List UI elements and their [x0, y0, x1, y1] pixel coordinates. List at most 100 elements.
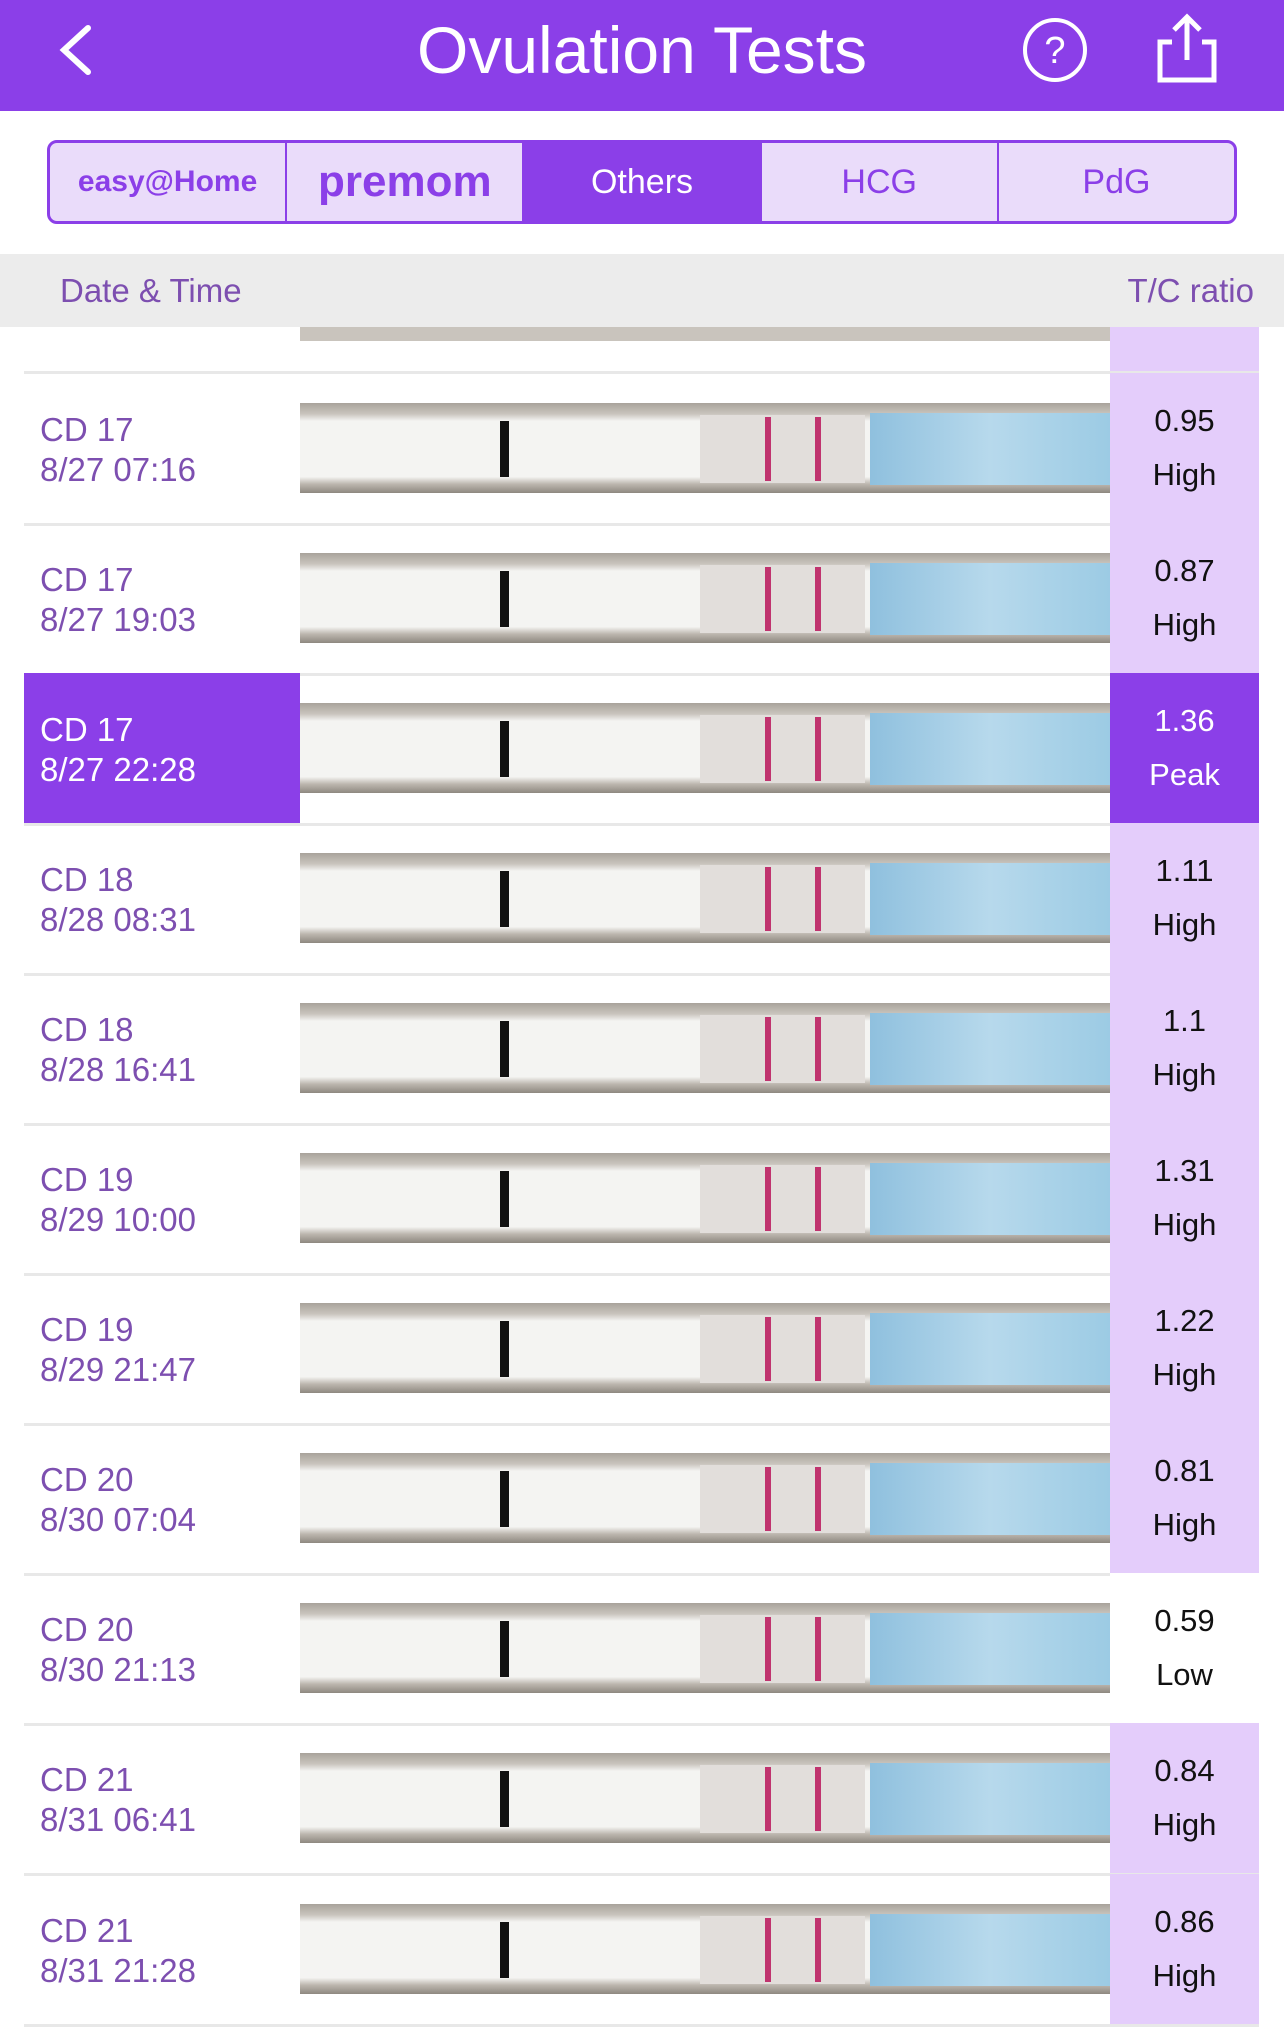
strip-mark	[500, 571, 509, 628]
tab[interactable]: PdG	[1082, 162, 1151, 201]
title: Ovulation Tests	[416, 13, 867, 87]
strip-mark	[500, 1921, 509, 1978]
strip-mark	[500, 1171, 509, 1228]
control-line	[765, 717, 771, 782]
test-strip	[300, 703, 1110, 794]
ratio-value: 0.81	[1154, 1453, 1215, 1489]
strip-mark	[500, 871, 509, 928]
cycle-day: CD 18	[40, 861, 134, 899]
strip-wrap	[870, 1763, 1110, 1836]
test-row[interactable]: CD 21 8/31 06:41 0.84 High	[0, 1723, 1284, 1877]
ratio-value: 0.86	[1154, 1903, 1215, 1939]
cycle-day: CD 19	[40, 1161, 134, 1199]
date-time: 8/31 06:41	[40, 1801, 196, 1839]
test-strip	[300, 1453, 1110, 1544]
test-line	[815, 1767, 821, 1832]
control-line	[765, 1167, 771, 1232]
ratio-cell: 0.59 Low	[1110, 1573, 1259, 1724]
ratio-value: 1.1	[1162, 1003, 1207, 1039]
divider	[24, 1723, 1259, 1727]
divider	[24, 1573, 1259, 1577]
strip-window	[700, 715, 865, 784]
strip-window	[700, 415, 865, 483]
strip-mark	[500, 1021, 509, 1078]
strip-window	[700, 1465, 865, 1534]
cycle-day: CD 20	[40, 1611, 134, 1649]
strip-wrap	[870, 1163, 1110, 1236]
date-time: 8/29 10:00	[40, 1201, 196, 1239]
strip-wrap	[870, 1463, 1110, 1536]
test-row[interactable]: CD 18 8/28 16:41 1.1 High	[0, 973, 1284, 1127]
test-row[interactable]: CD 17 8/27 07:16 0.95 High	[0, 373, 1284, 526]
test-line	[815, 1317, 821, 1382]
strip-mark	[500, 1771, 509, 1828]
ratio-level: High	[1152, 607, 1217, 643]
selected-bg	[24, 673, 300, 824]
test-row[interactable]: CD 19 8/29 10:00 1.31 High	[0, 1123, 1284, 1277]
cycle-day: CD 18	[40, 1011, 134, 1049]
ratio-level: Low	[1156, 1657, 1213, 1693]
test-row[interactable]: CD 20 8/30 21:13 0.59 Low	[0, 1573, 1284, 1727]
date-header: Date & Time	[60, 272, 242, 309]
divider	[24, 1123, 1259, 1127]
cycle-day: CD 17	[40, 561, 134, 599]
test-line	[815, 567, 821, 632]
test-line	[815, 1467, 821, 1532]
cycle-day: CD 17	[40, 711, 134, 749]
help-button[interactable]: ?	[1020, 15, 1090, 85]
divider	[24, 823, 1259, 827]
tab-bar: easy@Home premom Others HCG PdG	[47, 140, 1237, 224]
ratio-level: High	[1152, 1357, 1217, 1393]
share-button[interactable]	[1150, 12, 1225, 87]
date-time: 8/30 07:04	[40, 1501, 196, 1539]
tab[interactable]: Others	[524, 143, 762, 221]
test-line	[815, 867, 821, 932]
ratio-level: High	[1152, 1207, 1217, 1243]
strip-wrap	[870, 1013, 1110, 1086]
svg-text:?: ?	[1044, 30, 1065, 72]
test-row[interactable]: CD 17 8/27 22:28 1.36 Peak	[0, 673, 1284, 827]
divider	[24, 1873, 1259, 1877]
ratio-cell: 0.95 High	[1110, 373, 1259, 523]
tab[interactable]: HCG	[762, 143, 999, 221]
strip-wrap	[870, 413, 1110, 485]
ratio-header: T/C ratio	[1127, 272, 1254, 309]
test-strip	[300, 853, 1110, 944]
strip-mark	[500, 721, 509, 778]
test-strip	[300, 1303, 1110, 1394]
control-line	[765, 867, 771, 932]
strip-partial	[300, 327, 1110, 341]
strip-mark	[500, 1621, 509, 1678]
ratio-value: 1.31	[1154, 1153, 1215, 1189]
test-row[interactable]: CD 21 8/31 21:28 0.86 High	[0, 1873, 1284, 2027]
tab[interactable]: easy@Home	[50, 143, 288, 221]
test-strip	[300, 1003, 1110, 1094]
ratio-cell: 0.87 High	[1110, 523, 1259, 674]
strip-window	[700, 865, 865, 934]
date-time: 8/28 16:41	[40, 1051, 196, 1089]
nav-bar: Ovulation Tests ?	[0, 0, 1284, 111]
cycle-day: CD 21	[40, 1911, 134, 1949]
control-line	[765, 1317, 771, 1382]
ratio-level: High	[1152, 1807, 1217, 1843]
back-button[interactable]	[50, 20, 100, 80]
ratio-level: High	[1152, 1057, 1217, 1093]
test-row[interactable]: CD 20 8/30 07:04 0.81 High	[0, 1423, 1284, 1577]
control-line	[765, 567, 771, 632]
cycle-day: CD 17	[40, 411, 134, 448]
test-row[interactable]: CD 17 8/27 19:03 0.87 High	[0, 523, 1284, 677]
test-strip	[300, 1753, 1110, 1844]
test-row[interactable]: CD 19 8/29 21:47 1.22 High	[0, 1273, 1284, 1427]
control-line	[765, 1467, 771, 1532]
tab[interactable]: premom	[287, 143, 525, 221]
test-line	[815, 1017, 821, 1082]
ratio-partial	[1110, 327, 1259, 371]
test-strip	[300, 1903, 1110, 1994]
divider	[24, 1423, 1259, 1427]
date-time: 8/27 22:28	[40, 751, 196, 789]
ratio-cell: 0.84 High	[1110, 1723, 1259, 1874]
ratio-value: 1.11	[1155, 853, 1214, 889]
date-time: 8/30 21:13	[40, 1651, 196, 1689]
test-row[interactable]: CD 18 8/28 08:31 1.11 High	[0, 823, 1284, 977]
strip-wrap	[870, 1313, 1110, 1386]
